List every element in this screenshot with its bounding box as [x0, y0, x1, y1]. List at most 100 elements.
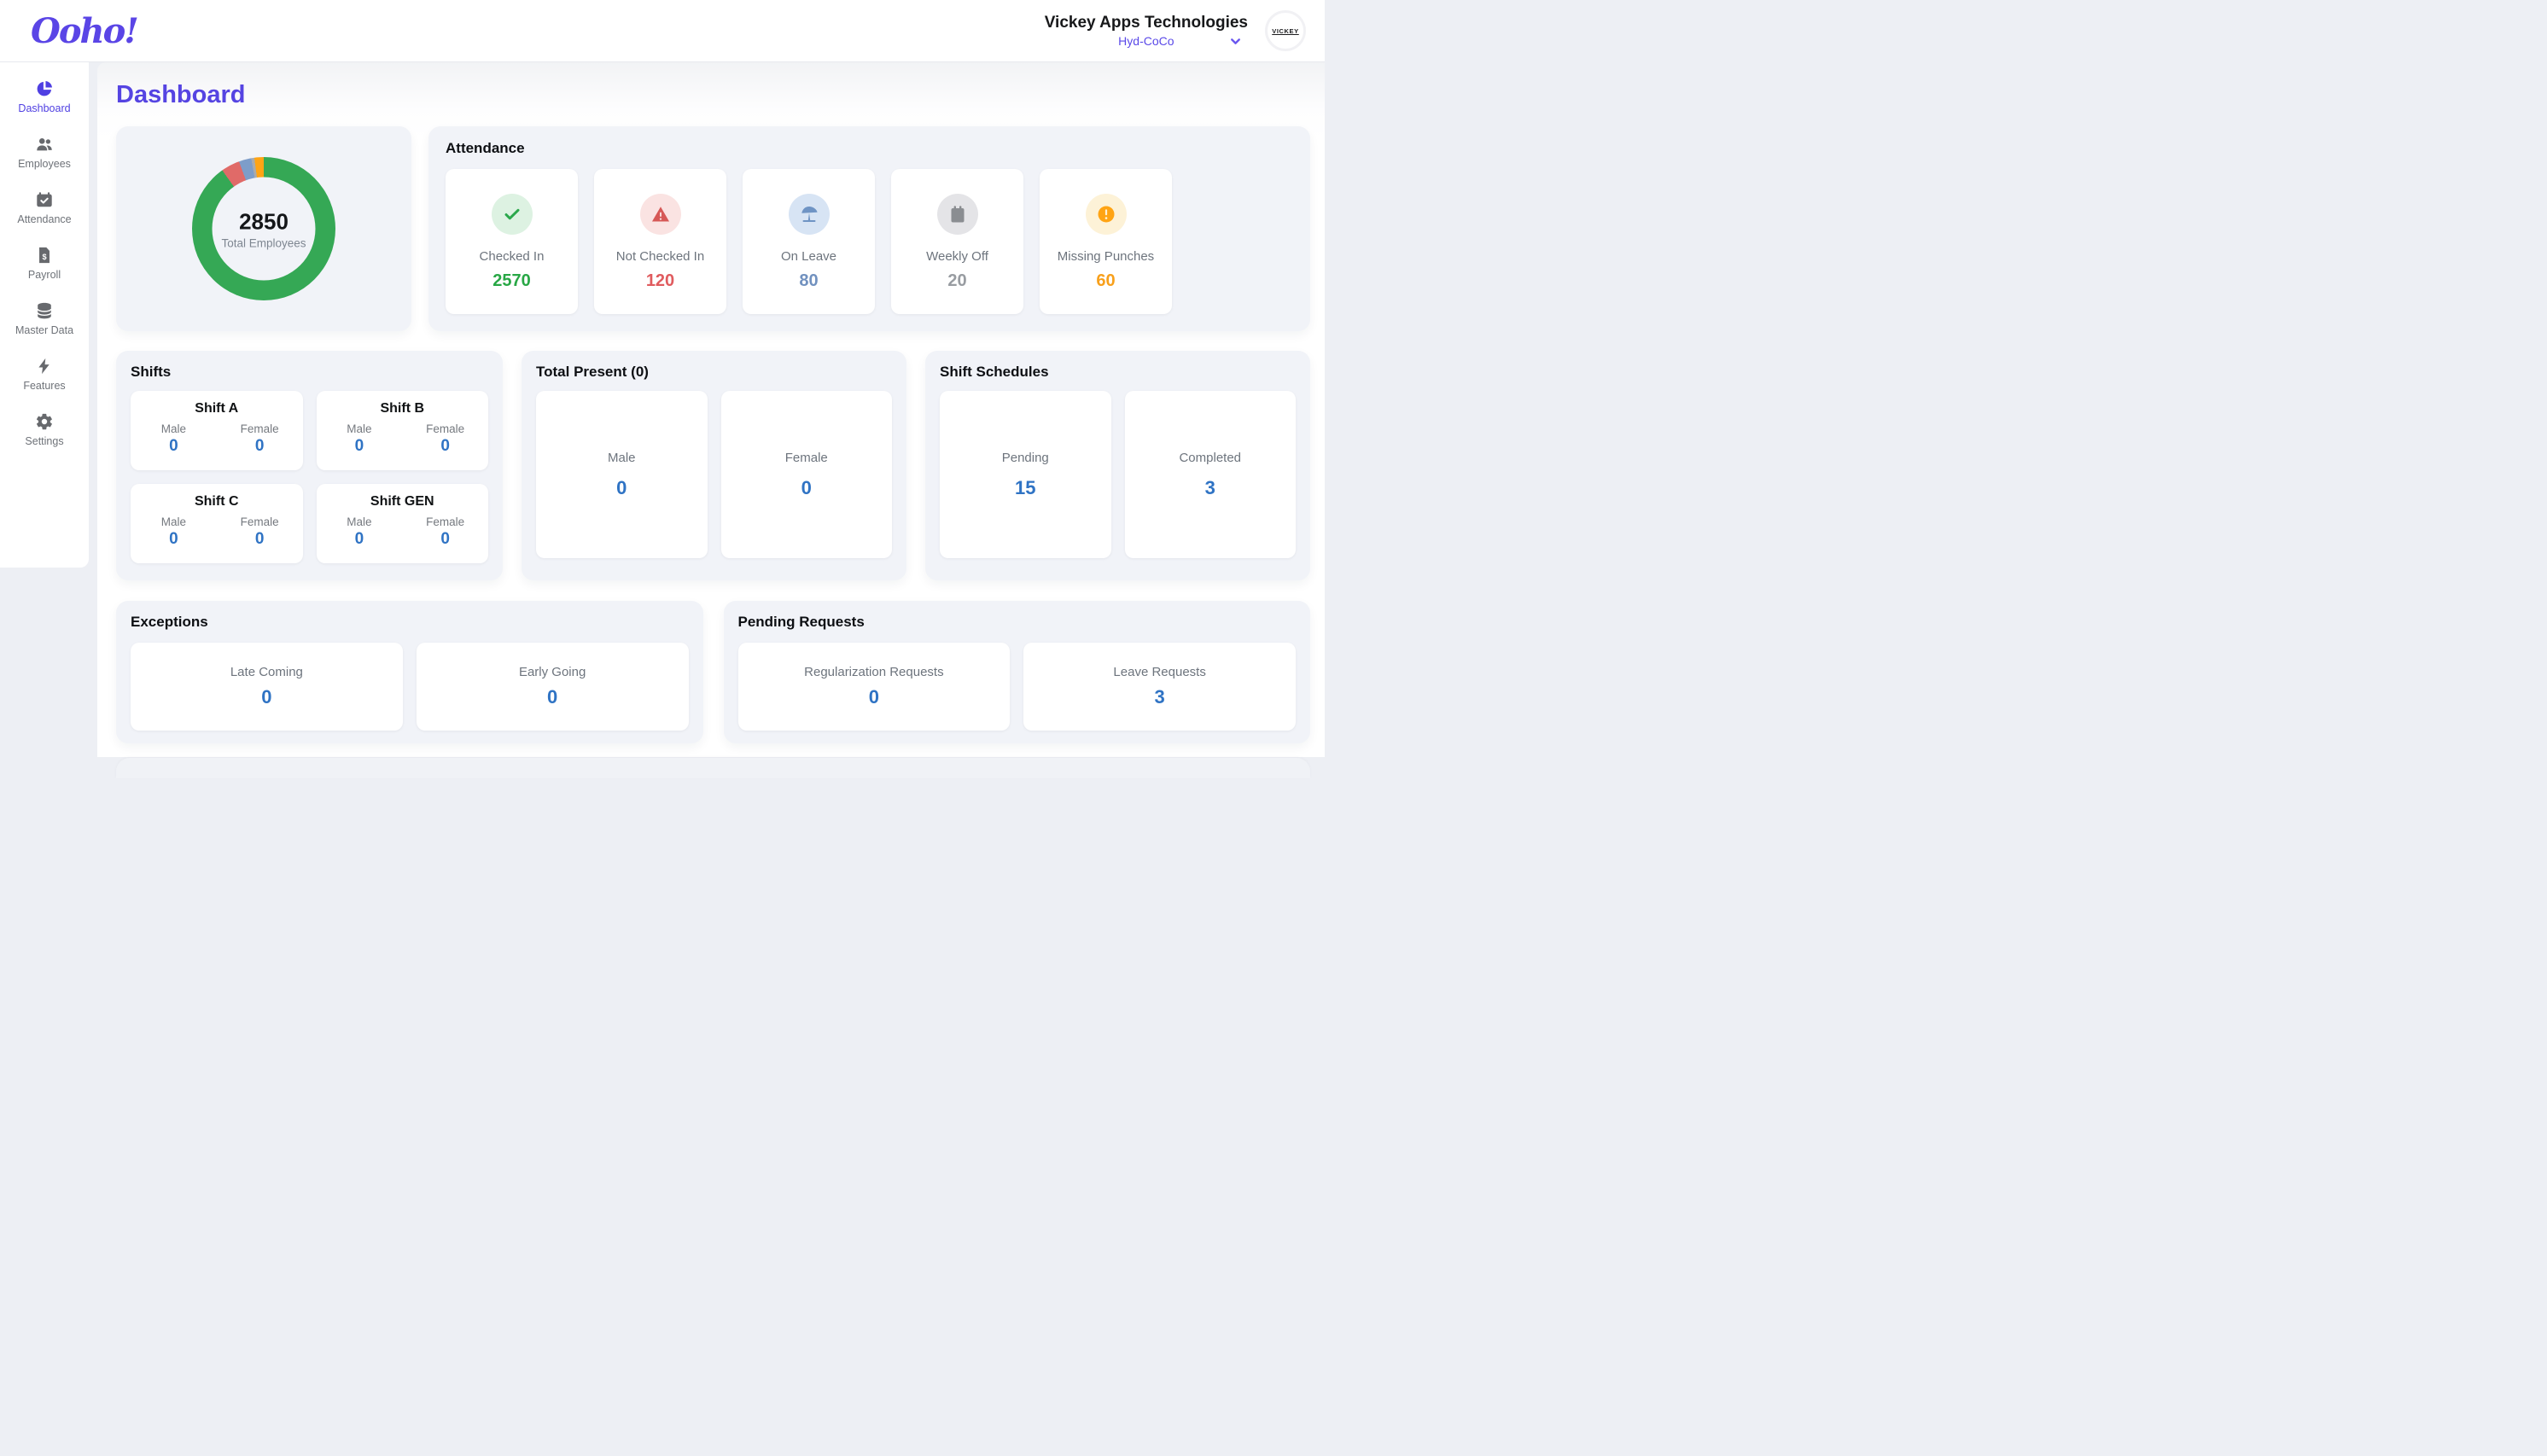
avatar[interactable]: VICKEY [1265, 10, 1306, 51]
male-value: 0 [354, 437, 364, 455]
sidebar-item-attendance[interactable]: Attendance [0, 190, 89, 225]
sidebar-item-dashboard[interactable]: Dashboard [0, 79, 89, 114]
shift-schedules-pending-card: Pending 15 [940, 391, 1111, 558]
shift-card-title: Shift C [194, 494, 239, 509]
shift-card-title: Shift A [195, 401, 239, 416]
stat-label: Early Going [518, 665, 586, 679]
stat-label: Male [607, 450, 636, 465]
total-present-male-card: Male 0 [536, 391, 708, 558]
late-coming-card: Late Coming 0 [131, 643, 403, 731]
attendance-card-missing-punches: Missing Punches 60 [1040, 169, 1172, 314]
branch-label[interactable]: Hyd-CoCo [1118, 34, 1174, 49]
sidebar-item-label: Attendance [17, 213, 72, 225]
female-value: 0 [440, 437, 450, 455]
sidebar-item-label: Dashboard [18, 102, 71, 114]
stat-value: 3 [1204, 476, 1215, 498]
sidebar-item-label: Master Data [15, 324, 74, 336]
branch-selector[interactable]: Hyd-CoCo [1045, 34, 1248, 48]
beach-umbrella-icon [788, 194, 830, 235]
shift-schedules-title: Shift Schedules [940, 364, 1049, 380]
sidebar-item-settings[interactable]: Settings [0, 412, 89, 447]
attendance-card-value: 60 [1096, 271, 1116, 290]
next-section-panel-edge [116, 758, 1310, 778]
stat-value: 0 [801, 476, 812, 498]
female-value: 0 [254, 530, 265, 548]
app-logo[interactable]: Ooho! [31, 10, 139, 51]
stat-value: 0 [868, 686, 879, 708]
female-label: Female [426, 422, 465, 435]
stat-value: 0 [547, 686, 558, 708]
stat-label: Completed [1179, 450, 1242, 465]
stat-label: Late Coming [230, 665, 303, 679]
attendance-card-label: Checked In [479, 249, 545, 264]
header-right: Vickey Apps Technologies Hyd-CoCo VICKEY [1045, 10, 1306, 51]
pie-chart-icon [35, 79, 54, 98]
shift-card-title: Shift GEN [370, 494, 434, 509]
shifts-title: Shifts [131, 364, 172, 380]
stat-value: 3 [1154, 686, 1165, 708]
shift-schedules-panel: Shift Schedules Pending 15 Completed 3 [925, 351, 1310, 580]
company-name: Vickey Apps Technologies [1044, 13, 1248, 32]
attendance-title: Attendance [446, 140, 525, 156]
company-block: Vickey Apps Technologies Hyd-CoCo [1045, 14, 1248, 49]
stat-label: Regularization Requests [804, 665, 944, 679]
total-employees-value: 2850 [239, 208, 289, 234]
shift-card-gen: Shift GEN Male 0 Female 0 [316, 484, 488, 563]
sidebar-item-master-data[interactable]: Master Data [0, 301, 89, 336]
stat-value: 15 [1015, 476, 1036, 498]
stat-value: 0 [616, 476, 627, 498]
exclamation-circle-icon [1085, 194, 1127, 235]
sidebar-item-label: Settings [25, 435, 64, 447]
bolt-icon [35, 357, 54, 376]
total-present-panel: Total Present (0) Male 0 Female 0 [522, 351, 906, 580]
sidebar: Dashboard Employees Attendance $ Payroll… [0, 62, 89, 568]
male-label: Male [160, 515, 186, 528]
shift-card-title: Shift B [380, 401, 425, 416]
total-present-female-card: Female 0 [720, 391, 892, 558]
database-icon [35, 301, 54, 320]
svg-text:$: $ [42, 253, 46, 261]
pending-requests-panel: Pending Requests Regularization Requests… [723, 601, 1310, 743]
male-label: Male [347, 422, 372, 435]
stat-value: 0 [261, 686, 272, 708]
attendance-card-not-checked-in: Not Checked In 120 [594, 169, 726, 314]
exceptions-title: Exceptions [131, 614, 208, 630]
shift-card-b: Shift B Male 0 Female 0 [316, 391, 488, 470]
female-label: Female [240, 422, 279, 435]
male-value: 0 [354, 530, 364, 548]
early-going-card: Early Going 0 [416, 643, 689, 731]
attendance-card-value: 20 [947, 271, 967, 290]
attendance-card-label: Weekly Off [926, 249, 988, 264]
sidebar-item-features[interactable]: Features [0, 357, 89, 392]
female-value: 0 [254, 437, 265, 455]
leave-requests-card: Leave Requests 3 [1023, 643, 1296, 731]
gear-icon [35, 412, 54, 431]
attendance-card-label: Missing Punches [1057, 249, 1155, 264]
attendance-card-value: 80 [799, 271, 819, 290]
attendance-card-on-leave: On Leave 80 [743, 169, 875, 314]
male-label: Male [347, 515, 372, 528]
attendance-card-value: 120 [645, 271, 675, 290]
attendance-panel: Attendance Checked In 2570 Not Checked I… [428, 126, 1310, 331]
warning-triangle-icon [639, 194, 681, 235]
check-icon [491, 194, 533, 235]
app-header: Ooho! Vickey Apps Technologies Hyd-CoCo … [0, 0, 1325, 62]
sidebar-item-employees[interactable]: Employees [0, 135, 89, 170]
male-label: Male [160, 422, 186, 435]
shift-card-c: Shift C Male 0 Female 0 [131, 484, 303, 563]
employees-donut-panel: 2850 Total Employees [116, 126, 411, 331]
sidebar-item-label: Features [23, 380, 66, 392]
chevron-down-icon[interactable] [1228, 34, 1243, 49]
stat-label: Leave Requests [1113, 665, 1206, 679]
female-label: Female [240, 515, 279, 528]
invoice-dollar-icon: $ [35, 246, 54, 265]
sidebar-item-payroll[interactable]: $ Payroll [0, 246, 89, 281]
shift-schedules-completed-card: Completed 3 [1124, 391, 1296, 558]
employees-donut-chart: 2850 Total Employees [192, 157, 335, 300]
female-value: 0 [440, 530, 450, 548]
main-content: Dashboard 2850 Total Employees Attendanc… [97, 62, 1325, 778]
male-value: 0 [169, 530, 178, 548]
shift-card-a: Shift A Male 0 Female 0 [131, 391, 303, 470]
male-value: 0 [169, 437, 178, 455]
page-title: Dashboard [116, 81, 246, 108]
